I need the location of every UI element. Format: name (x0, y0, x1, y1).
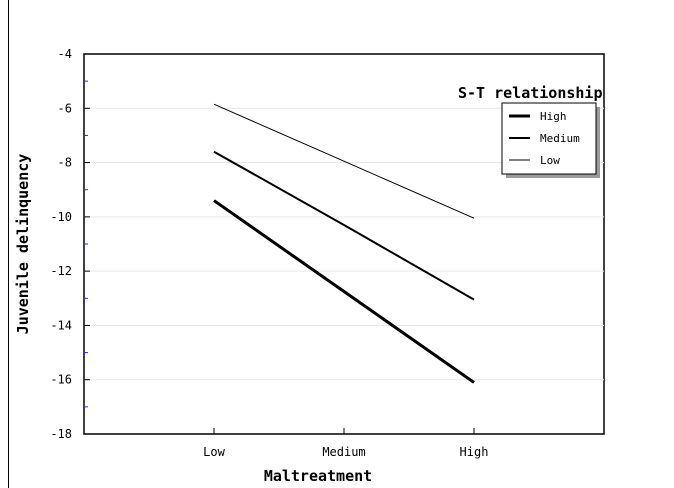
y-tick-label: -12 (50, 264, 72, 278)
x-tick-label: High (460, 445, 489, 459)
x-axis: Low Medium High (203, 428, 488, 459)
y-tick-label: -18 (50, 427, 72, 441)
legend: S-T relationship High Medium Low (458, 84, 603, 178)
series-line-medium (213, 150, 475, 301)
y-tick-label: -14 (50, 318, 72, 332)
legend-label-medium: Medium (540, 132, 580, 145)
y-tick-label: -4 (58, 47, 72, 61)
legend-label-high: High (540, 110, 567, 123)
y-tick-label: -16 (50, 373, 72, 387)
legend-title: S-T relationship (458, 84, 603, 102)
y-axis-title: Juvenile delinquency (14, 154, 32, 335)
y-tick-label: -10 (50, 210, 72, 224)
x-axis-title: Maltreatment (264, 467, 372, 485)
series-line-low (213, 103, 475, 219)
x-tick-label: Low (203, 445, 225, 459)
series-line-high (213, 199, 475, 384)
x-tick-label: Medium (322, 445, 365, 459)
y-tick-label: -8 (58, 156, 72, 170)
series-lines (213, 103, 475, 384)
y-axis: -18 -16 -14 -12 -10 -8 -6 -4 (50, 47, 90, 441)
legend-label-low: Low (540, 154, 560, 167)
y-tick-label: -6 (58, 101, 72, 115)
legend-items: High Medium Low (509, 110, 580, 167)
